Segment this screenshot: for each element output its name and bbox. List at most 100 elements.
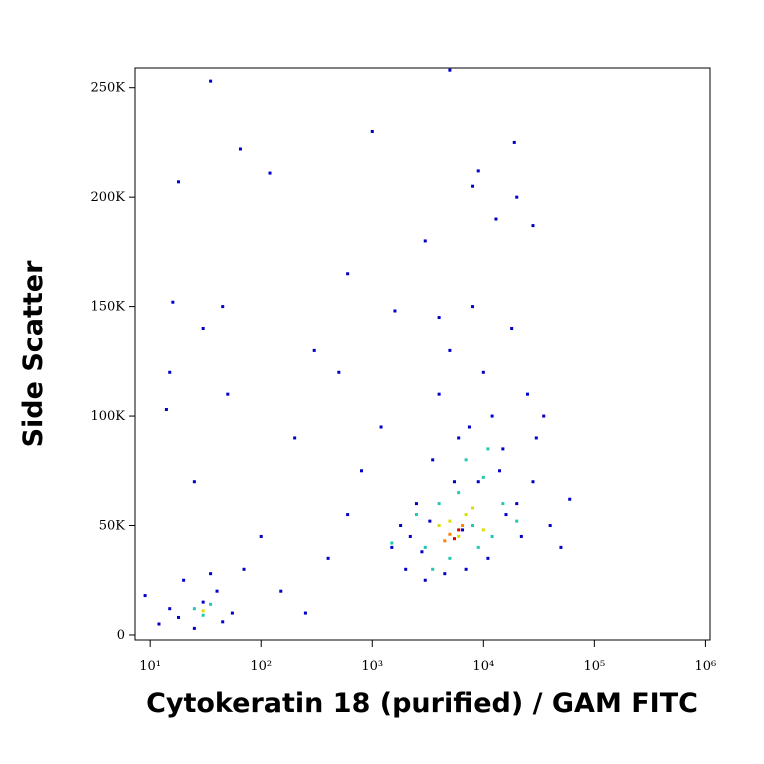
point bbox=[534, 436, 538, 440]
point bbox=[312, 348, 316, 352]
y-tick-label: 250K bbox=[90, 81, 125, 96]
point bbox=[515, 502, 519, 506]
point bbox=[448, 348, 452, 352]
point bbox=[192, 607, 196, 611]
point bbox=[481, 475, 485, 479]
x-tick-label: 10¹ bbox=[139, 659, 161, 674]
point bbox=[209, 602, 213, 606]
y-tick-label: 100K bbox=[90, 409, 125, 424]
point bbox=[476, 480, 480, 484]
point bbox=[542, 414, 546, 418]
point bbox=[519, 534, 523, 538]
point bbox=[490, 414, 494, 418]
point bbox=[471, 524, 475, 528]
point bbox=[221, 620, 225, 624]
point bbox=[464, 513, 468, 517]
point bbox=[457, 436, 461, 440]
x-tick-label: 10⁵ bbox=[583, 659, 605, 674]
point bbox=[464, 567, 468, 571]
point bbox=[467, 425, 471, 429]
point bbox=[346, 513, 350, 517]
point bbox=[515, 195, 519, 199]
point bbox=[168, 607, 172, 611]
point bbox=[268, 171, 272, 175]
point bbox=[201, 600, 205, 604]
point bbox=[230, 611, 234, 615]
point bbox=[452, 480, 456, 484]
point bbox=[464, 458, 468, 462]
point bbox=[293, 436, 297, 440]
point bbox=[399, 524, 403, 528]
point bbox=[168, 370, 172, 374]
point bbox=[457, 491, 461, 495]
point bbox=[215, 589, 219, 593]
y-tick-label: 150K bbox=[90, 300, 125, 315]
point bbox=[448, 532, 452, 536]
point bbox=[526, 392, 530, 396]
point bbox=[471, 305, 475, 309]
point bbox=[461, 524, 465, 528]
point bbox=[501, 502, 505, 506]
point bbox=[476, 545, 480, 549]
point bbox=[192, 626, 196, 630]
point bbox=[238, 147, 242, 151]
point bbox=[404, 567, 408, 571]
point bbox=[431, 567, 435, 571]
point bbox=[226, 392, 230, 396]
point bbox=[437, 316, 441, 320]
point bbox=[201, 326, 205, 330]
point bbox=[548, 524, 552, 528]
point bbox=[209, 79, 213, 83]
point bbox=[501, 447, 505, 451]
point bbox=[490, 534, 494, 538]
point bbox=[457, 528, 461, 532]
point bbox=[414, 513, 418, 517]
point bbox=[448, 68, 452, 72]
y-tick-label: 0 bbox=[117, 628, 125, 643]
point bbox=[494, 217, 498, 221]
point bbox=[531, 480, 535, 484]
point bbox=[457, 534, 461, 538]
x-axis-title: Cytokeratin 18 (purified) / GAM FITC bbox=[146, 688, 698, 719]
x-tick-label: 10² bbox=[250, 659, 272, 674]
y-tick-label: 50K bbox=[99, 519, 126, 534]
point bbox=[242, 567, 246, 571]
point bbox=[504, 513, 508, 517]
y-tick-label: 200K bbox=[90, 190, 125, 205]
point bbox=[171, 300, 175, 304]
point bbox=[408, 534, 412, 538]
point bbox=[559, 545, 563, 549]
point bbox=[177, 615, 181, 619]
point bbox=[476, 169, 480, 173]
point bbox=[164, 407, 168, 411]
point bbox=[481, 370, 485, 374]
plot-frame bbox=[134, 67, 711, 641]
x-tick-label: 10⁴ bbox=[472, 659, 494, 674]
point bbox=[201, 613, 205, 617]
point bbox=[370, 129, 374, 133]
point bbox=[428, 519, 432, 523]
point bbox=[414, 502, 418, 506]
point bbox=[568, 497, 572, 501]
point bbox=[420, 550, 424, 554]
point bbox=[221, 305, 225, 309]
x-tick-label: 10³ bbox=[361, 659, 383, 674]
point bbox=[303, 611, 307, 615]
point bbox=[326, 556, 330, 560]
point bbox=[531, 224, 535, 228]
point bbox=[143, 594, 147, 598]
point bbox=[461, 528, 465, 532]
point bbox=[201, 609, 205, 613]
x-tick-label: 10⁶ bbox=[695, 659, 717, 674]
point bbox=[443, 572, 447, 576]
point bbox=[481, 528, 485, 532]
y-axis-title: Side Scatter bbox=[18, 260, 49, 448]
point bbox=[448, 556, 452, 560]
point bbox=[393, 309, 397, 313]
point bbox=[157, 622, 161, 626]
point bbox=[379, 425, 383, 429]
point bbox=[437, 502, 441, 506]
point bbox=[423, 545, 427, 549]
point bbox=[209, 572, 213, 576]
point bbox=[279, 589, 283, 593]
